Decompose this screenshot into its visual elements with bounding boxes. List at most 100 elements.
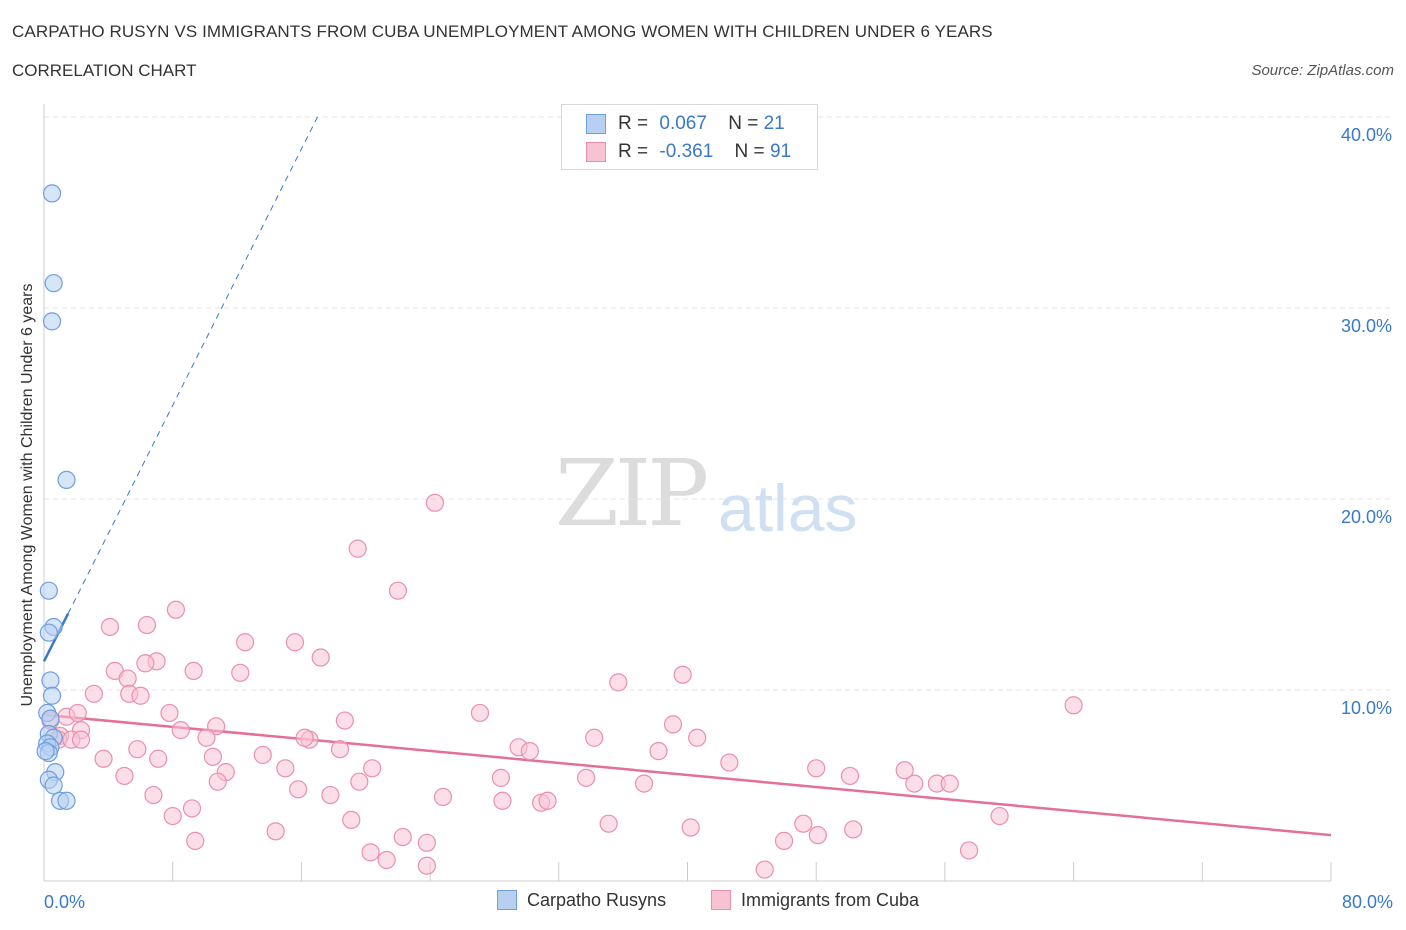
point-immigrants-from-cuba: [128, 740, 147, 759]
legend-r-label: R =: [618, 113, 649, 134]
point-immigrants-from-cuba: [203, 747, 223, 766]
point-immigrants-from-cuba: [433, 787, 453, 807]
point-immigrants-from-cuba: [609, 673, 628, 692]
point-immigrants-from-cuba: [363, 759, 382, 778]
legend-n-label: N =: [734, 141, 765, 162]
point-carpatho-rusyns: [42, 312, 62, 331]
point-immigrants-from-cuba: [649, 742, 668, 761]
point-immigrants-from-cuba: [688, 728, 707, 747]
point-immigrants-from-cuba: [166, 600, 186, 619]
point-immigrants-from-cuba: [295, 728, 314, 747]
point-carpatho-rusyns: [41, 709, 60, 728]
point-immigrants-from-cuba: [673, 665, 692, 684]
tick-labels: 10.0% 20.0% 30.0% 40.0% 0.0% 80.0%: [44, 125, 1393, 912]
point-carpatho-rusyns: [42, 184, 62, 203]
chart-title: CARPATHO RUSYN VS IMMIGRANTS FROM CUBA U…: [12, 22, 993, 41]
point-immigrants-from-cuba: [663, 715, 683, 734]
legend-n-value: 21: [763, 113, 785, 134]
point-immigrants-from-cuba: [808, 826, 827, 845]
point-immigrants-from-cuba: [577, 768, 596, 787]
point-immigrants-from-cuba: [774, 831, 794, 850]
chart-subtitle: CORRELATION CHART: [12, 61, 197, 80]
point-immigrants-from-cuba: [388, 581, 408, 600]
point-immigrants-from-cuba: [231, 663, 250, 682]
point-immigrants-from-cuba: [720, 753, 739, 772]
point-immigrants-from-cuba: [940, 774, 959, 793]
legend-r-value: -0.361: [659, 141, 714, 162]
point-immigrants-from-cuba: [208, 772, 227, 791]
point-immigrants-from-cuba: [417, 833, 436, 852]
watermark-atlas: atlas: [718, 471, 858, 545]
point-immigrants-from-cuba: [393, 827, 412, 847]
point-immigrants-from-cuba: [184, 661, 203, 681]
point-immigrants-from-cuba: [990, 806, 1009, 826]
point-carpatho-rusyns: [44, 776, 63, 795]
point-immigrants-from-cuba: [136, 654, 155, 673]
point-carpatho-rusyns: [57, 791, 76, 810]
point-carpatho-rusyns: [42, 686, 62, 705]
legend-label: Immigrants from Cuba: [741, 890, 920, 910]
point-immigrants-from-cuba: [131, 686, 150, 705]
point-carpatho-rusyns: [57, 470, 76, 489]
legend-item-immigrants-from-cuba: Immigrants from Cuba: [711, 890, 919, 911]
point-immigrants-from-cuba: [491, 768, 510, 787]
trend-lines: [42, 116, 1332, 837]
point-immigrants-from-cuba: [71, 730, 91, 749]
x-tick-label: 0.0%: [44, 892, 85, 912]
data-points: [36, 184, 1083, 879]
point-immigrants-from-cuba: [149, 749, 168, 768]
point-immigrants-from-cuba: [186, 831, 205, 850]
point-immigrants-from-cuba: [755, 860, 774, 879]
legend-row-carpatho: R = 0.067 N = 21: [586, 113, 785, 135]
legend-n-value: 91: [769, 141, 792, 162]
point-immigrants-from-cuba: [285, 633, 305, 652]
point-immigrants-from-cuba: [330, 740, 350, 759]
point-immigrants-from-cuba: [538, 791, 557, 810]
y-tick-label: 30.0%: [1341, 316, 1392, 336]
point-immigrants-from-cuba: [520, 742, 539, 761]
point-immigrants-from-cuba: [844, 820, 863, 839]
point-immigrants-from-cuba: [585, 728, 604, 747]
legend-row-cuba: R = -0.361 N = 91: [586, 141, 791, 163]
point-immigrants-from-cuba: [350, 772, 369, 791]
point-immigrants-from-cuba: [905, 774, 924, 793]
y-tick-label: 10.0%: [1341, 698, 1392, 718]
point-carpatho-rusyns: [39, 581, 58, 600]
point-immigrants-from-cuba: [266, 822, 285, 841]
point-immigrants-from-cuba: [1064, 696, 1083, 715]
point-immigrants-from-cuba: [634, 774, 654, 793]
y-axis-label: Unemployment Among Women with Children U…: [19, 283, 36, 707]
point-immigrants-from-cuba: [84, 684, 103, 703]
point-immigrants-from-cuba: [253, 745, 272, 765]
point-immigrants-from-cuba: [599, 814, 618, 833]
point-immigrants-from-cuba: [417, 856, 436, 875]
point-carpatho-rusyns: [39, 623, 58, 642]
point-carpatho-rusyns: [41, 671, 60, 690]
point-immigrants-from-cuba: [794, 814, 813, 833]
point-immigrants-from-cuba: [182, 799, 202, 818]
point-immigrants-from-cuba: [959, 841, 979, 860]
point-immigrants-from-cuba: [470, 703, 490, 723]
grid-lines: [44, 116, 1392, 691]
point-immigrants-from-cuba: [197, 728, 216, 747]
point-immigrants-from-cuba: [311, 648, 330, 667]
point-immigrants-from-cuba: [163, 806, 182, 826]
legend-item-carpatho-rusyns: Carpatho Rusyns: [497, 890, 666, 911]
point-immigrants-from-cuba: [137, 615, 157, 635]
y-tick-label: 40.0%: [1341, 125, 1392, 145]
point-immigrants-from-cuba: [377, 850, 396, 870]
watermark-zip: ZIP: [555, 440, 709, 547]
point-immigrants-from-cuba: [94, 749, 113, 768]
point-immigrants-from-cuba: [840, 766, 860, 786]
legend-swatch-blue: [586, 113, 606, 134]
axes: [43, 104, 1332, 882]
point-immigrants-from-cuba: [335, 711, 354, 730]
point-immigrants-from-cuba: [100, 617, 120, 637]
point-immigrants-from-cuba: [235, 633, 255, 652]
trend-line-immigrants-from-cuba: [43, 713, 1332, 837]
point-immigrants-from-cuba: [68, 703, 87, 723]
x-tick-label: 80.0%: [1342, 892, 1393, 912]
trend-line-carpatho-rusyns-extension: [67, 116, 318, 614]
y-tick-label: 20.0%: [1341, 507, 1392, 527]
